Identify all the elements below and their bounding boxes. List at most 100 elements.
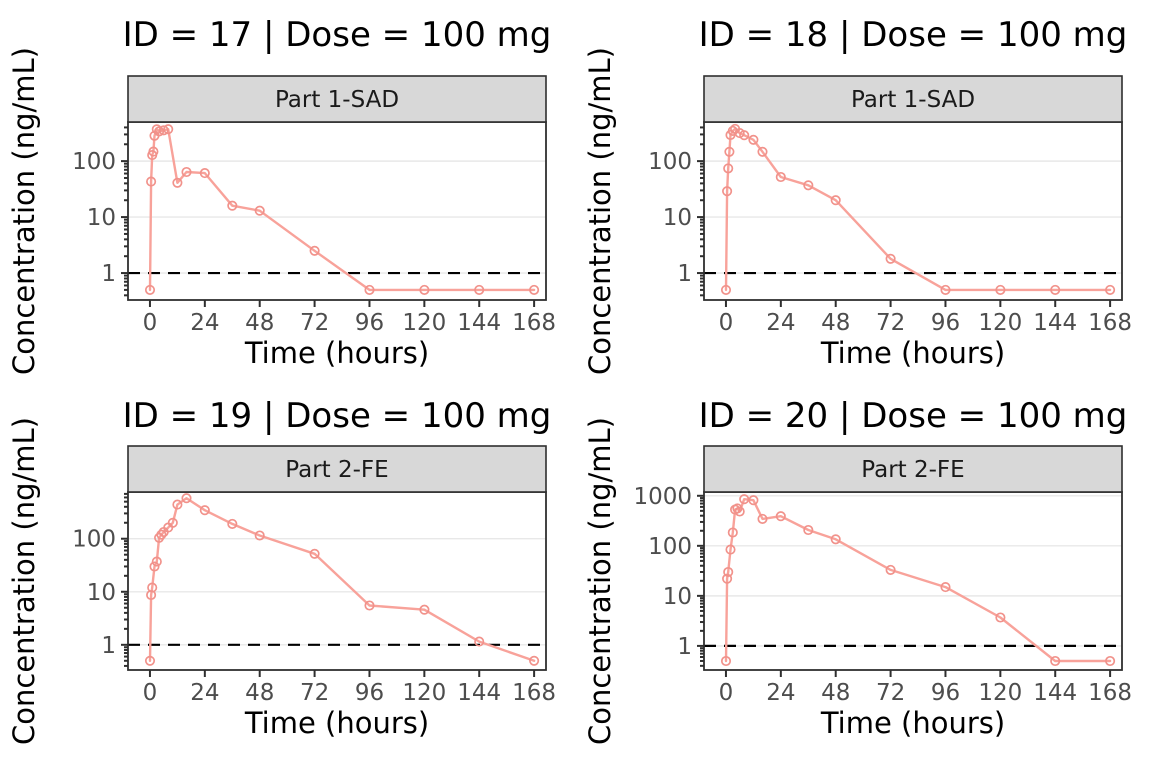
data-point-marker bbox=[775, 171, 786, 183]
x-tick-label: 144 bbox=[1033, 680, 1077, 706]
data-point-marker bbox=[419, 284, 430, 295]
x-tick-label: 96 bbox=[931, 680, 960, 706]
data-point-marker bbox=[995, 284, 1006, 295]
x-tick-label: 120 bbox=[402, 310, 446, 336]
facet-strip bbox=[703, 75, 1123, 123]
y-tick-label: 10 bbox=[87, 205, 116, 231]
facet-strip bbox=[703, 445, 1123, 493]
data-point-marker bbox=[146, 589, 157, 601]
data-point-marker bbox=[167, 517, 178, 528]
plot-title: ID = 18 | Dose = 100 mg bbox=[699, 15, 1128, 55]
data-point-marker bbox=[364, 284, 375, 295]
concentration-line bbox=[724, 498, 1112, 663]
data-point-marker bbox=[830, 534, 841, 545]
y-tick-label: 1 bbox=[677, 634, 692, 660]
data-point-marker bbox=[885, 253, 896, 264]
data-point-marker bbox=[803, 524, 814, 536]
data-point-marker bbox=[1050, 655, 1061, 667]
data-point-marker bbox=[419, 604, 430, 615]
y-tick-label: 1 bbox=[101, 261, 116, 287]
facet-strip bbox=[127, 445, 547, 493]
x-tick-label: 96 bbox=[931, 310, 960, 336]
data-point-marker bbox=[1105, 655, 1116, 667]
x-tick-label: 24 bbox=[190, 680, 219, 706]
data-point-marker bbox=[254, 530, 265, 541]
data-point-marker bbox=[723, 163, 734, 174]
data-point-marker bbox=[722, 186, 733, 197]
y-tick-label: 100 bbox=[648, 534, 692, 560]
data-point-marker bbox=[309, 245, 320, 256]
data-point-marker bbox=[727, 125, 738, 136]
y-tick-label: 10 bbox=[87, 580, 116, 606]
data-point-marker bbox=[146, 176, 157, 187]
data-point-marker bbox=[474, 636, 485, 647]
x-axis-title: Time (hours) bbox=[820, 336, 1005, 370]
data-point-marker bbox=[364, 600, 375, 611]
x-tick-label: 48 bbox=[245, 310, 274, 336]
y-axis-title: Concentration (ng/mL) bbox=[7, 417, 41, 745]
data-point-marker bbox=[181, 493, 192, 504]
data-point-marker bbox=[148, 146, 159, 157]
concentration-line bbox=[724, 127, 1112, 292]
y-tick-label: 10 bbox=[663, 584, 692, 610]
x-tick-label: 168 bbox=[1088, 310, 1132, 336]
data-point-marker bbox=[151, 556, 162, 567]
data-point-marker bbox=[940, 284, 951, 295]
facet-id-17: 1 10 100 0 24 48 72 96 120 144 168 Part 1-SAD ID = 1… bbox=[0, 0, 576, 384]
data-point-marker bbox=[199, 168, 210, 179]
data-point-marker bbox=[147, 582, 158, 593]
data-point-marker bbox=[227, 200, 238, 211]
data-point-marker bbox=[181, 166, 192, 178]
x-tick-label: 120 bbox=[978, 310, 1022, 336]
x-tick-label: 0 bbox=[143, 680, 158, 706]
x-tick-label: 0 bbox=[143, 310, 158, 336]
data-point-marker bbox=[199, 505, 210, 516]
data-point-marker bbox=[724, 146, 735, 157]
x-tick-label: 120 bbox=[978, 680, 1022, 706]
y-tick-label: 1000 bbox=[633, 484, 692, 510]
data-point-marker bbox=[757, 146, 768, 157]
data-point-marker bbox=[529, 655, 540, 666]
strip-label: Part 1-SAD bbox=[851, 87, 975, 113]
facet-strip bbox=[127, 75, 547, 123]
data-point-marker bbox=[1105, 284, 1116, 295]
data-point-marker bbox=[309, 548, 320, 559]
x-tick-label: 168 bbox=[512, 310, 556, 336]
data-point-marker bbox=[254, 205, 265, 216]
data-point-marker bbox=[720, 284, 732, 295]
x-axis-title: Time (hours) bbox=[244, 336, 429, 370]
data-point-marker bbox=[739, 130, 750, 141]
data-point-marker bbox=[748, 495, 759, 506]
pk-plot-id-19: 1 10 100 0 24 48 72 96 120 144 168 Part 2-FE ID = 19… bbox=[7, 396, 556, 745]
plot-title: ID = 20 | Dose = 100 mg bbox=[699, 396, 1128, 436]
y-axis-title: Concentration (ng/mL) bbox=[583, 47, 617, 375]
data-point-marker bbox=[529, 284, 540, 295]
pk-plot-id-18: 1 10 100 0 24 48 72 96 120 144 168 Part 1-SAD ID = 1… bbox=[583, 15, 1132, 375]
x-tick-label: 48 bbox=[245, 680, 274, 706]
x-tick-label: 96 bbox=[355, 310, 384, 336]
x-tick-label: 24 bbox=[766, 310, 795, 336]
strip-label: Part 2-FE bbox=[285, 457, 388, 483]
y-axis-title: Concentration (ng/mL) bbox=[583, 417, 617, 745]
data-point-marker bbox=[727, 527, 738, 538]
data-point-marker bbox=[474, 284, 485, 295]
x-tick-label: 0 bbox=[719, 680, 734, 706]
x-tick-label: 96 bbox=[355, 680, 384, 706]
data-point-marker bbox=[830, 195, 841, 206]
data-point-marker bbox=[149, 561, 160, 572]
panel-background bbox=[128, 122, 546, 300]
data-point-marker bbox=[172, 499, 183, 510]
data-point-marker bbox=[995, 612, 1006, 623]
facet-id-18: 1 10 100 0 24 48 72 96 120 144 168 Part 1-SAD ID = 1… bbox=[576, 0, 1152, 384]
y-tick-label: 1 bbox=[101, 633, 116, 659]
data-point-marker bbox=[1050, 284, 1061, 295]
facet-id-19: 1 10 100 0 24 48 72 96 120 144 168 Part 2-FE ID = 19… bbox=[0, 384, 576, 768]
data-point-marker bbox=[723, 566, 734, 578]
data-point-marker bbox=[720, 655, 732, 667]
x-tick-label: 48 bbox=[821, 310, 850, 336]
x-tick-label: 144 bbox=[457, 680, 501, 706]
x-tick-label: 144 bbox=[1033, 310, 1077, 336]
y-tick-label: 100 bbox=[648, 149, 692, 175]
x-axis-title: Time (hours) bbox=[820, 706, 1005, 740]
